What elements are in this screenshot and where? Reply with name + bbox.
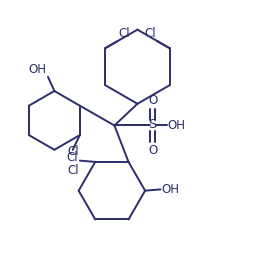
Text: Cl: Cl [67,164,79,177]
Text: OH: OH [162,183,180,196]
Text: Cl: Cl [119,27,130,40]
Text: Cl: Cl [67,145,79,158]
Text: OH: OH [168,119,186,132]
Text: OH: OH [29,63,47,76]
Text: O: O [148,94,157,107]
Text: S: S [149,118,157,132]
Text: Cl: Cl [144,27,156,40]
Text: Cl: Cl [67,151,78,164]
Text: O: O [148,144,157,157]
